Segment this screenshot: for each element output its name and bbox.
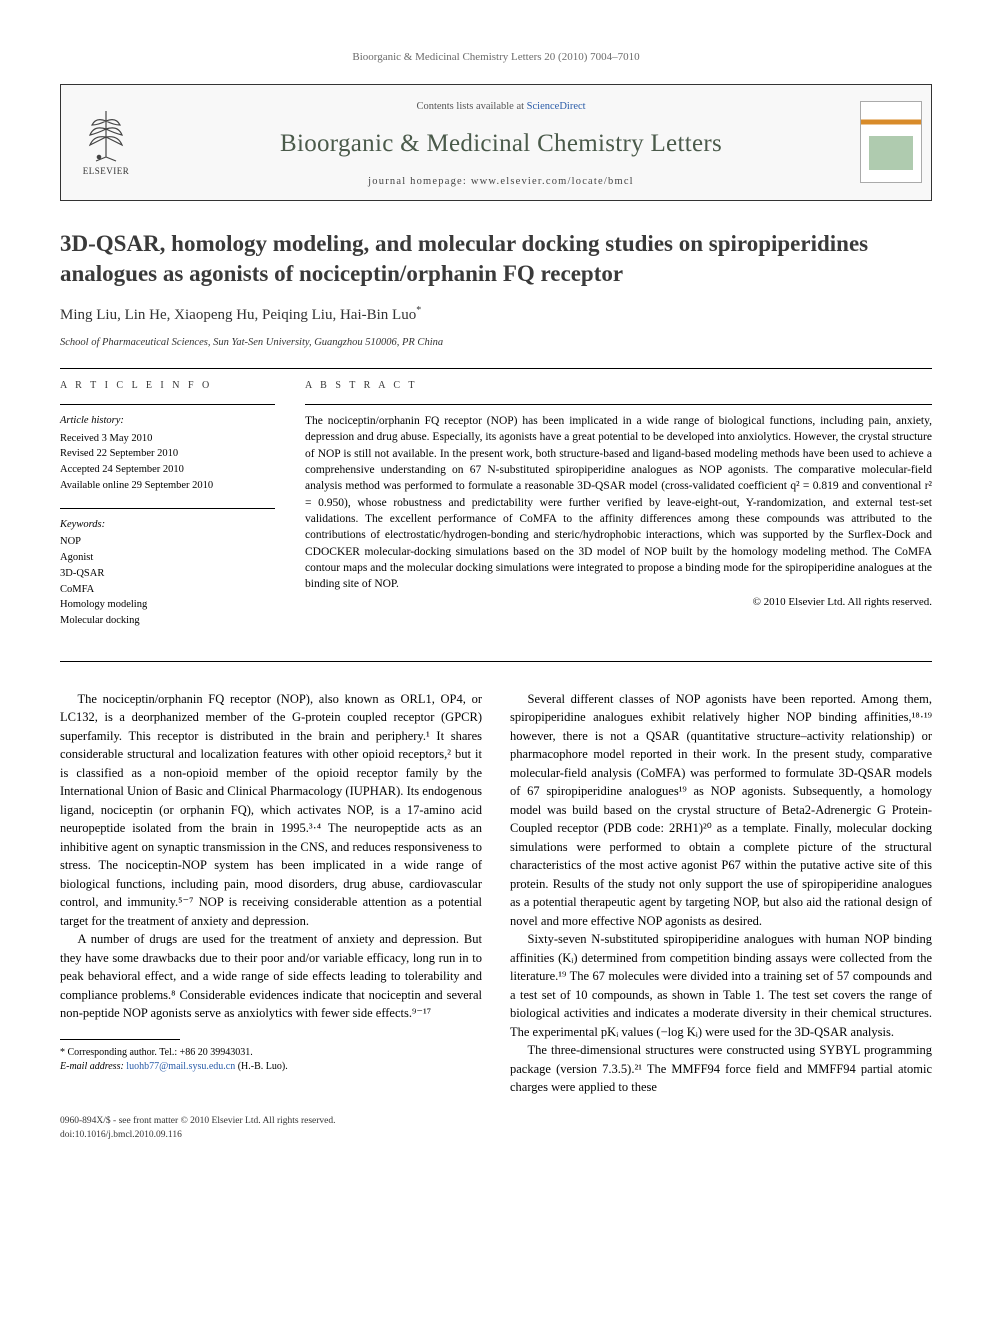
article-history-block: Article history: Received 3 May 2010 Rev…	[60, 413, 275, 494]
keywords-heading: Keywords:	[60, 517, 275, 533]
footer-front-matter: 0960-894X/$ - see front matter © 2010 El…	[60, 1115, 336, 1129]
article-title: 3D-QSAR, homology modeling, and molecula…	[60, 229, 932, 289]
body-columns: The nociceptin/orphanin FQ receptor (NOP…	[60, 690, 932, 1097]
copyright-line: © 2010 Elsevier Ltd. All rights reserved…	[305, 595, 932, 611]
abstract-divider	[305, 404, 932, 405]
info-divider-2	[60, 508, 275, 509]
footer-left: 0960-894X/$ - see front matter © 2010 El…	[60, 1115, 336, 1143]
meta-abstract-row: A R T I C L E I N F O Article history: R…	[60, 379, 932, 643]
page-footer: 0960-894X/$ - see front matter © 2010 El…	[60, 1115, 932, 1143]
history-heading: Article history:	[60, 413, 275, 429]
footer-doi: doi:10.1016/j.bmcl.2010.09.116	[60, 1129, 336, 1143]
body-paragraph-5: The three-dimensional structures were co…	[510, 1041, 932, 1097]
keyword-2: 3D-QSAR	[60, 566, 275, 582]
keyword-4: Homology modeling	[60, 597, 275, 613]
homepage-label: journal homepage:	[368, 176, 471, 187]
publisher-name: ELSEVIER	[83, 165, 130, 178]
info-divider-1	[60, 404, 275, 405]
publisher-logo-cell: ELSEVIER	[61, 85, 151, 200]
journal-banner: ELSEVIER Contents lists available at Sci…	[60, 84, 932, 201]
email-link[interactable]: luohb77@mail.sysu.edu.cn	[126, 1061, 235, 1072]
history-accepted: Accepted 24 September 2010	[60, 462, 275, 478]
keyword-0: NOP	[60, 534, 275, 550]
journal-cover-thumbnail	[860, 101, 922, 183]
journal-title: Bioorganic & Medicinal Chemistry Letters	[161, 126, 841, 162]
body-paragraph-3: Several different classes of NOP agonist…	[510, 690, 932, 931]
cover-thumbnail-cell	[851, 85, 931, 200]
email-person: (H.-B. Luo).	[235, 1061, 288, 1072]
article-info-column: A R T I C L E I N F O Article history: R…	[60, 379, 275, 643]
sciencedirect-link[interactable]: ScienceDirect	[527, 101, 586, 112]
abstract-label: A B S T R A C T	[305, 379, 932, 394]
divider-bottom	[60, 661, 932, 662]
citation-header: Bioorganic & Medicinal Chemistry Letters…	[60, 50, 932, 66]
homepage-url[interactable]: www.elsevier.com/locate/bmcl	[471, 176, 634, 187]
keywords-block: Keywords: NOP Agonist 3D-QSAR CoMFA Homo…	[60, 517, 275, 629]
contents-prefix: Contents lists available at	[416, 101, 526, 112]
history-received: Received 3 May 2010	[60, 431, 275, 447]
keyword-3: CoMFA	[60, 582, 275, 598]
author-list: Ming Liu, Lin He, Xiaopeng Hu, Peiqing L…	[60, 304, 932, 327]
footnote-rule	[60, 1039, 180, 1040]
keyword-5: Molecular docking	[60, 613, 275, 629]
footnote-email: E-mail address: luohb77@mail.sysu.edu.cn…	[60, 1060, 482, 1074]
authors-text: Ming Liu, Lin He, Xiaopeng Hu, Peiqing L…	[60, 307, 416, 323]
body-paragraph-4: Sixty-seven N-substituted spiropiperidin…	[510, 930, 932, 1041]
keyword-1: Agonist	[60, 550, 275, 566]
banner-center: Contents lists available at ScienceDirec…	[151, 85, 851, 200]
abstract-text: The nociceptin/orphanin FQ receptor (NOP…	[305, 413, 932, 593]
elsevier-tree-icon	[82, 107, 130, 163]
footnote-corresponding: * Corresponding author. Tel.: +86 20 399…	[60, 1046, 482, 1060]
corresponding-mark: *	[416, 305, 421, 316]
body-paragraph-2: A number of drugs are used for the treat…	[60, 930, 482, 1023]
divider-top	[60, 368, 932, 369]
body-paragraph-1: The nociceptin/orphanin FQ receptor (NOP…	[60, 690, 482, 931]
email-label: E-mail address:	[60, 1061, 126, 1072]
contents-available-line: Contents lists available at ScienceDirec…	[161, 99, 841, 114]
affiliation: School of Pharmaceutical Sciences, Sun Y…	[60, 335, 932, 350]
abstract-column: A B S T R A C T The nociceptin/orphanin …	[305, 379, 932, 643]
history-revised: Revised 22 September 2010	[60, 446, 275, 462]
history-online: Available online 29 September 2010	[60, 478, 275, 494]
article-info-label: A R T I C L E I N F O	[60, 379, 275, 394]
journal-homepage-line: journal homepage: www.elsevier.com/locat…	[161, 174, 841, 189]
